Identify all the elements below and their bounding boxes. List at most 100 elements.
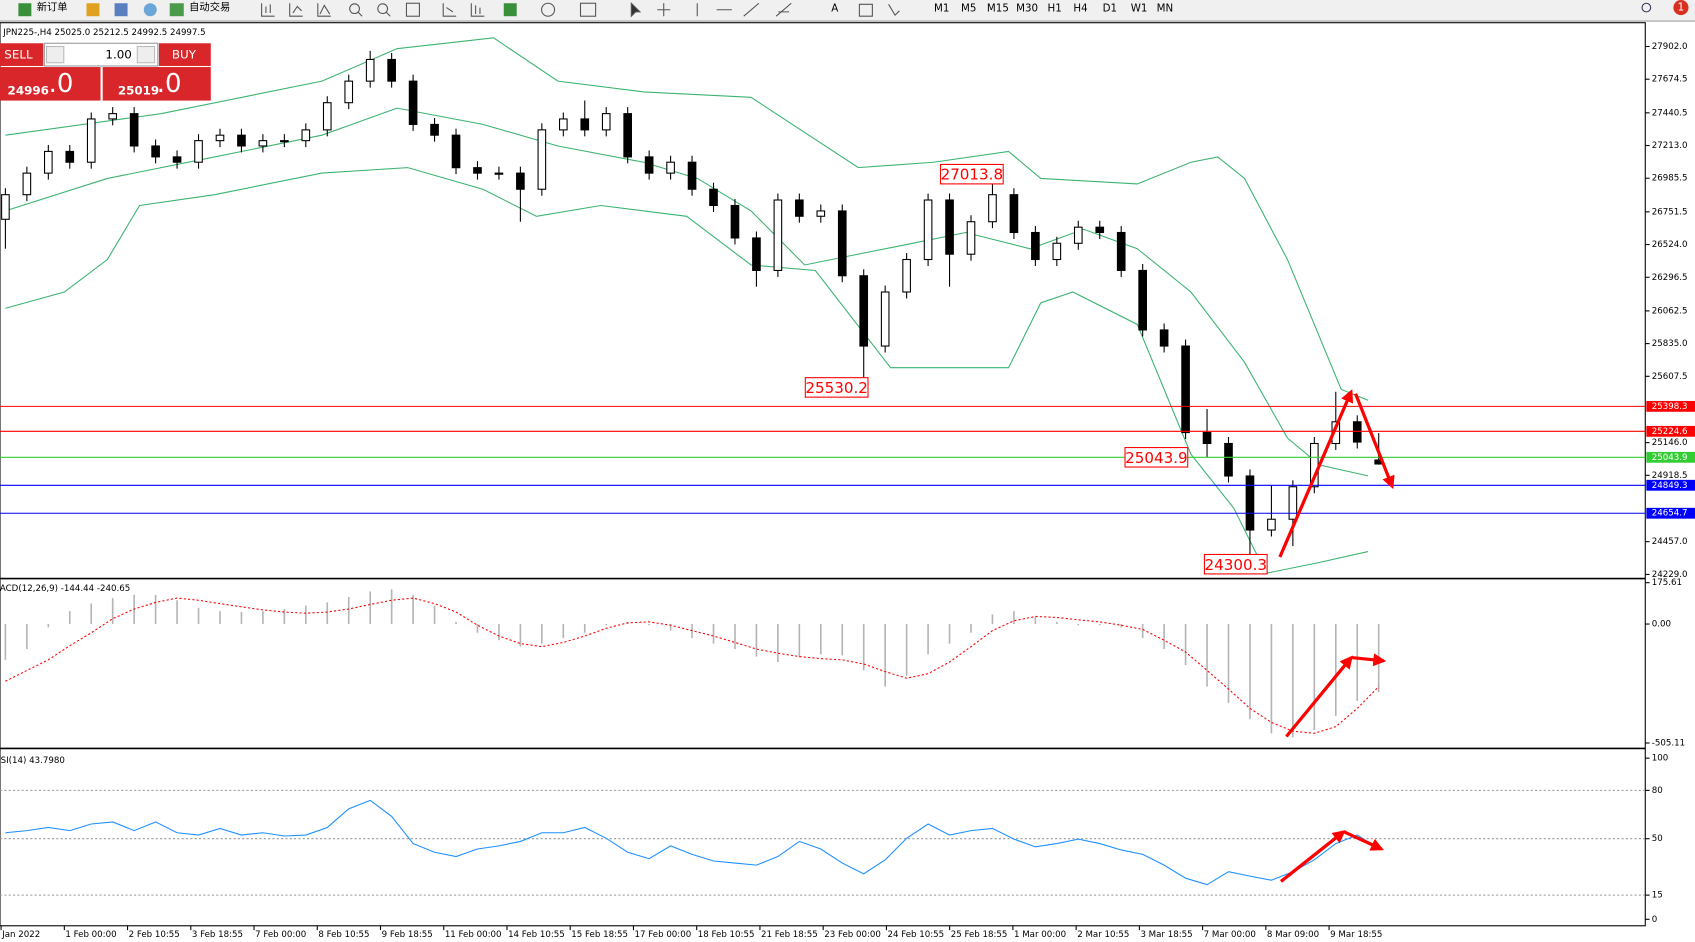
price-annotation: 25043.9 xyxy=(1125,449,1188,467)
y-tick-label: 50 xyxy=(1652,834,1663,844)
volume-up[interactable] xyxy=(136,45,156,64)
arrow xyxy=(1279,830,1346,883)
notification-count: 1 xyxy=(1678,2,1685,14)
candle-body xyxy=(601,113,611,131)
candle-body xyxy=(194,140,203,163)
timeframe[interactable]: M15 xyxy=(987,3,1009,15)
ask-price: 25019 xyxy=(118,83,159,97)
price-level-label: 24849.3 xyxy=(1652,481,1688,491)
candle-body xyxy=(22,172,32,196)
new-order-button[interactable]: 新订单 xyxy=(37,1,68,14)
bollinger-band xyxy=(5,167,1369,574)
toolbar-icon[interactable] xyxy=(143,3,157,17)
candle-body xyxy=(1288,486,1298,520)
volume-field[interactable] xyxy=(43,42,159,67)
price-annotation-box xyxy=(939,163,1004,185)
candle-body xyxy=(408,80,418,125)
y-tick-label: 26751.5 xyxy=(1652,207,1688,217)
candle-body xyxy=(580,118,590,131)
y-tick-label: 24457.0 xyxy=(1652,537,1688,547)
candle-body xyxy=(451,134,461,169)
candle-body xyxy=(1095,226,1105,234)
y-tick-label: 26524.0 xyxy=(1652,240,1688,250)
candle-body xyxy=(1116,231,1126,271)
auto-trading-icon[interactable] xyxy=(169,3,184,17)
volume-value[interactable]: 1.00 xyxy=(105,48,131,62)
y-tick-label: 26062.5 xyxy=(1652,306,1688,316)
rsi-title: RSI(14) 43.7980 xyxy=(0,756,65,766)
candle-body xyxy=(1267,518,1276,531)
candle-body xyxy=(966,221,976,255)
candle-body xyxy=(1224,442,1233,477)
candle-body xyxy=(623,113,633,158)
x-tick-label: 7 Feb 00:00 xyxy=(255,930,306,940)
candle-body xyxy=(923,199,933,261)
candle-body xyxy=(945,199,954,255)
timeframe[interactable]: M1 xyxy=(934,3,949,15)
x-tick-label: 15 Feb 18:55 xyxy=(571,930,628,940)
candle-body xyxy=(730,204,740,239)
buy-label[interactable]: BUY xyxy=(172,48,197,62)
price-annotation: 25530.2 xyxy=(805,379,868,397)
candle-body xyxy=(666,161,675,174)
x-tick-label: 23 Feb 00:00 xyxy=(824,930,881,940)
text-tool[interactable]: A xyxy=(831,3,838,15)
timeframe[interactable]: M5 xyxy=(961,3,976,15)
candle-body xyxy=(816,210,826,217)
x-tick-label: Jan 2022 xyxy=(1,930,40,940)
x-tick-label: 3 Feb 18:55 xyxy=(192,930,243,940)
x-tick-label: 24 Feb 10:55 xyxy=(887,930,944,940)
auto-trading-button[interactable]: 自动交易 xyxy=(189,1,230,14)
bollinger-band xyxy=(5,107,1369,477)
rsi-line xyxy=(5,799,1379,886)
candle-body xyxy=(773,199,783,271)
y-tick-label: 26296.5 xyxy=(1652,273,1688,283)
candle-body xyxy=(709,188,718,207)
x-tick-label: 1 Mar 00:00 xyxy=(1014,930,1066,940)
candle-body xyxy=(687,161,697,190)
rsi-plot xyxy=(0,789,1646,896)
candle-body xyxy=(215,134,225,142)
x-tick-label: 9 Mar 18:55 xyxy=(1330,930,1382,940)
timeframe[interactable]: M30 xyxy=(1016,3,1038,15)
price-level-label: 24654.7 xyxy=(1652,509,1688,519)
new-order-icon[interactable] xyxy=(18,3,32,17)
toolbar-icon[interactable] xyxy=(86,3,100,17)
candle-body xyxy=(237,134,246,147)
ask-box[interactable] xyxy=(102,67,211,101)
candle-body xyxy=(516,172,525,190)
candle-body xyxy=(172,156,182,163)
price-level-label: 25398.3 xyxy=(1652,402,1688,412)
timeframe[interactable]: W1 xyxy=(1131,3,1148,15)
toolbar-icon[interactable] xyxy=(114,3,128,17)
timeframe[interactable]: H1 xyxy=(1047,3,1061,15)
price-level-tag xyxy=(1646,451,1695,463)
y-tick-label: 0 xyxy=(1652,915,1657,925)
candle-body xyxy=(129,113,139,147)
toolbar: 新订单 自动交易 A M1 M5 M15 M30 H1 H4 xyxy=(0,0,1695,22)
x-tick-label: 7 Mar 00:00 xyxy=(1204,930,1256,940)
timeframe[interactable]: D1 xyxy=(1103,3,1117,15)
sell-button[interactable] xyxy=(0,43,44,66)
y-tick-label: 24918.5 xyxy=(1652,471,1688,481)
toolbar-tools[interactable] xyxy=(261,1,900,18)
y-tick-label: 27440.5 xyxy=(1652,108,1688,118)
timeframe[interactable]: MN xyxy=(1157,3,1174,15)
price-annotation-box xyxy=(1124,447,1189,468)
buy-button[interactable] xyxy=(158,43,211,66)
bollinger-band xyxy=(5,37,1369,401)
macd-title: MACD(12,26,9) -144.44 -240.65 xyxy=(0,584,130,594)
candle-body xyxy=(108,113,118,120)
notification-badge[interactable] xyxy=(1673,0,1689,16)
y-tick-label: 25835.0 xyxy=(1652,339,1688,349)
price-level-label: 25224.6 xyxy=(1652,427,1688,437)
candle-body xyxy=(365,58,375,82)
search-icon[interactable] xyxy=(1641,2,1652,13)
sell-label[interactable]: SELL xyxy=(4,48,33,62)
bid-box[interactable] xyxy=(0,67,101,101)
y-tick-label: 100 xyxy=(1652,754,1668,764)
candle-body xyxy=(1052,242,1062,261)
volume-down[interactable] xyxy=(45,45,65,64)
candle-body xyxy=(1031,231,1040,261)
timeframe[interactable]: H4 xyxy=(1073,3,1087,15)
